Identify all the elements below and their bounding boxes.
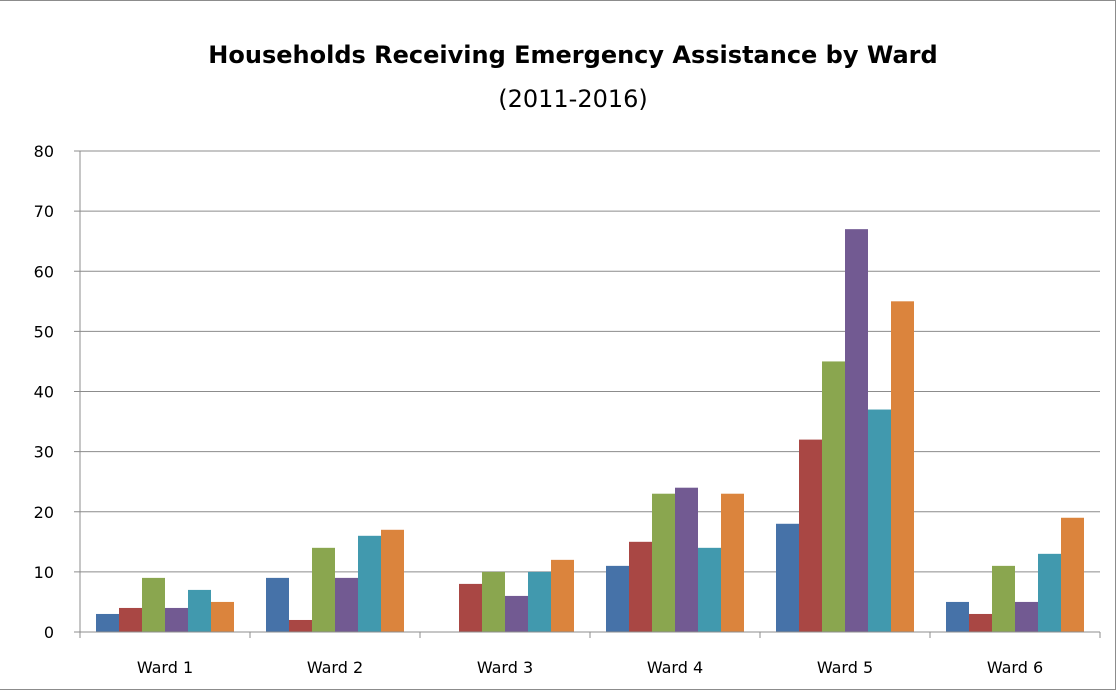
bar [776, 523, 799, 632]
chart-title: Households Receiving Emergency Assistanc… [208, 41, 937, 69]
bars [96, 229, 1084, 632]
x-tick-label: Ward 4 [647, 658, 703, 677]
bar [142, 577, 165, 632]
bar [119, 607, 142, 632]
bar [652, 493, 675, 632]
y-tick-label: 20 [34, 503, 54, 522]
bar [1015, 601, 1038, 632]
x-tick-label: Ward 5 [817, 658, 873, 677]
y-tick-label: 40 [34, 383, 54, 402]
x-tick-label: Ward 1 [137, 658, 193, 677]
bar [606, 565, 629, 632]
bar [822, 361, 845, 632]
bar [335, 577, 358, 632]
y-tick-label: 30 [34, 443, 54, 462]
bar [799, 439, 822, 632]
bar [946, 601, 969, 632]
bar [992, 565, 1015, 632]
bar [1061, 517, 1084, 632]
x-tick-label: Ward 6 [987, 658, 1043, 677]
bar [505, 595, 528, 632]
tick-labels: 0 10 20 30 40 50 60 70 80 Ward 1 Ward 2 Ward 3 Ward … [34, 142, 1044, 677]
bar [629, 541, 652, 632]
bar [868, 409, 891, 632]
bar [969, 613, 992, 632]
y-tick-label: 10 [34, 563, 54, 582]
bar [845, 229, 868, 632]
bar [698, 547, 721, 632]
y-tick-label: 0 [44, 623, 54, 642]
bar [211, 601, 234, 632]
bar [96, 613, 119, 632]
gridlines [80, 150, 1100, 573]
bar [675, 487, 698, 632]
bar [721, 493, 744, 632]
bar [482, 571, 505, 632]
bar [381, 529, 404, 632]
y-tick-label: 70 [34, 202, 54, 221]
bar [358, 535, 381, 632]
x-tick-label: Ward 2 [307, 658, 363, 677]
bar [1038, 553, 1061, 632]
bar [891, 301, 914, 632]
bar [289, 619, 312, 632]
bar [266, 577, 289, 632]
bar [165, 607, 188, 632]
y-tick-label: 50 [34, 322, 54, 341]
y-tick-label: 80 [34, 142, 54, 161]
x-tick-label: Ward 3 [477, 658, 533, 677]
bar [188, 589, 211, 632]
bar [528, 571, 551, 632]
bar [312, 547, 335, 632]
bar [551, 559, 574, 632]
axes [74, 150, 1101, 638]
chart-subtitle: (2011-2016) [498, 85, 648, 113]
y-tick-label: 60 [34, 262, 54, 281]
bar [459, 583, 482, 632]
